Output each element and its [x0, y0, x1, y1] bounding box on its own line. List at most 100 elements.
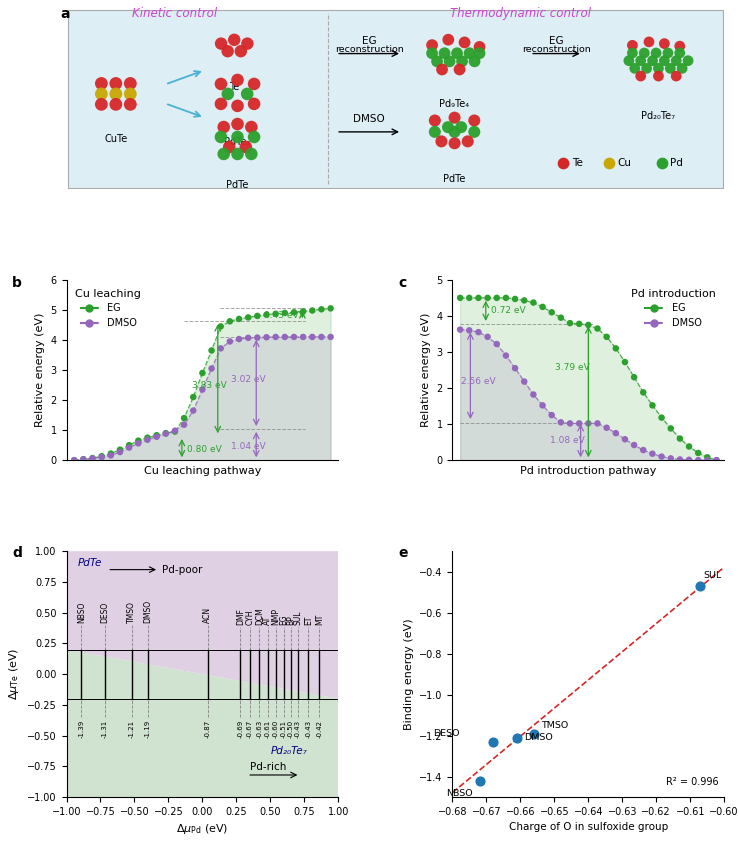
Text: R² = 0.996: R² = 0.996 [667, 777, 719, 787]
Text: Pd₉Te₄: Pd₉Te₄ [440, 98, 469, 109]
Text: 0.80 eV: 0.80 eV [187, 445, 222, 455]
Point [455, 120, 467, 134]
Point [451, 47, 463, 60]
Point [469, 54, 480, 68]
Point [454, 323, 466, 337]
Point [132, 434, 144, 448]
Point [647, 399, 658, 412]
Text: EG: EG [362, 36, 376, 46]
Point [245, 148, 257, 161]
Point [683, 440, 695, 454]
Point [240, 140, 252, 153]
Point [557, 156, 569, 170]
Text: -0.67: -0.67 [247, 720, 253, 738]
Point [105, 447, 117, 460]
Point [449, 126, 460, 139]
Point [658, 36, 670, 50]
Text: a: a [60, 7, 69, 20]
Point [627, 46, 638, 59]
Point [643, 35, 655, 48]
Point [474, 40, 486, 53]
Point [610, 427, 621, 440]
Point [655, 449, 667, 463]
Text: SUL: SUL [704, 572, 722, 580]
Point [610, 342, 621, 355]
Point [435, 135, 447, 148]
Point [261, 331, 273, 344]
Text: Te: Te [572, 158, 582, 168]
Point [449, 137, 460, 150]
Point [224, 315, 236, 328]
Polygon shape [67, 551, 338, 699]
Text: -1.21: -1.21 [129, 720, 134, 738]
Text: -1.39: -1.39 [78, 720, 84, 738]
Point [670, 70, 682, 83]
Point [665, 452, 677, 466]
Point [676, 62, 688, 75]
Point [205, 343, 217, 357]
Point [215, 342, 227, 355]
Point [251, 331, 263, 344]
Point [231, 148, 243, 161]
Point [469, 114, 480, 127]
Point [653, 62, 664, 75]
Text: NBSO: NBSO [77, 601, 86, 622]
Point [218, 120, 230, 134]
Point [682, 54, 694, 68]
Point [307, 304, 319, 317]
Point [670, 54, 682, 68]
Text: NBSO: NBSO [446, 789, 473, 797]
Y-axis label: Binding energy (eV): Binding energy (eV) [403, 618, 414, 730]
Point [637, 444, 649, 457]
Point [439, 47, 451, 60]
Point [619, 432, 631, 446]
X-axis label: Charge of O in sulfoxide group: Charge of O in sulfoxide group [508, 823, 668, 833]
Polygon shape [67, 650, 338, 797]
Text: BP: BP [286, 615, 295, 625]
Point [160, 427, 171, 440]
Point [279, 330, 290, 343]
Point [142, 433, 154, 447]
Point [628, 371, 640, 384]
Point [242, 36, 253, 50]
Point [528, 727, 540, 740]
Text: 0.43 eV: 0.43 eV [264, 311, 299, 321]
Point [242, 310, 254, 324]
Point [653, 70, 664, 83]
Point [223, 140, 235, 153]
Point [474, 47, 486, 60]
Point [664, 62, 676, 75]
Point [695, 579, 706, 593]
Point [592, 321, 604, 335]
Point [151, 428, 163, 442]
Text: -0.61: -0.61 [265, 720, 270, 738]
Text: -0.43: -0.43 [295, 720, 301, 738]
Y-axis label: $\Delta\mu_{\rm Te}$ (eV): $\Delta\mu_{\rm Te}$ (eV) [7, 648, 21, 700]
Point [573, 416, 585, 430]
Point [124, 76, 136, 90]
Point [324, 302, 336, 315]
Point [674, 46, 686, 59]
Point [110, 76, 122, 90]
X-axis label: Cu leaching pathway: Cu leaching pathway [143, 466, 261, 476]
Text: EG: EG [549, 36, 564, 46]
Point [456, 54, 468, 68]
Point [500, 349, 512, 362]
Text: -0.43: -0.43 [305, 720, 311, 738]
Point [270, 307, 282, 321]
Point [573, 317, 585, 331]
Point [472, 326, 484, 339]
Point [518, 375, 530, 388]
Point [658, 54, 670, 68]
Point [297, 330, 309, 343]
Text: DCM: DCM [255, 607, 264, 625]
Text: 3.02 eV: 3.02 eV [231, 375, 265, 383]
Point [662, 46, 674, 59]
Point [307, 330, 319, 343]
X-axis label: Pd introduction pathway: Pd introduction pathway [520, 466, 656, 476]
Point [546, 409, 558, 422]
Point [215, 77, 227, 91]
Text: PdTe₂: PdTe₂ [225, 137, 251, 147]
Point [297, 304, 309, 318]
Point [629, 62, 641, 75]
